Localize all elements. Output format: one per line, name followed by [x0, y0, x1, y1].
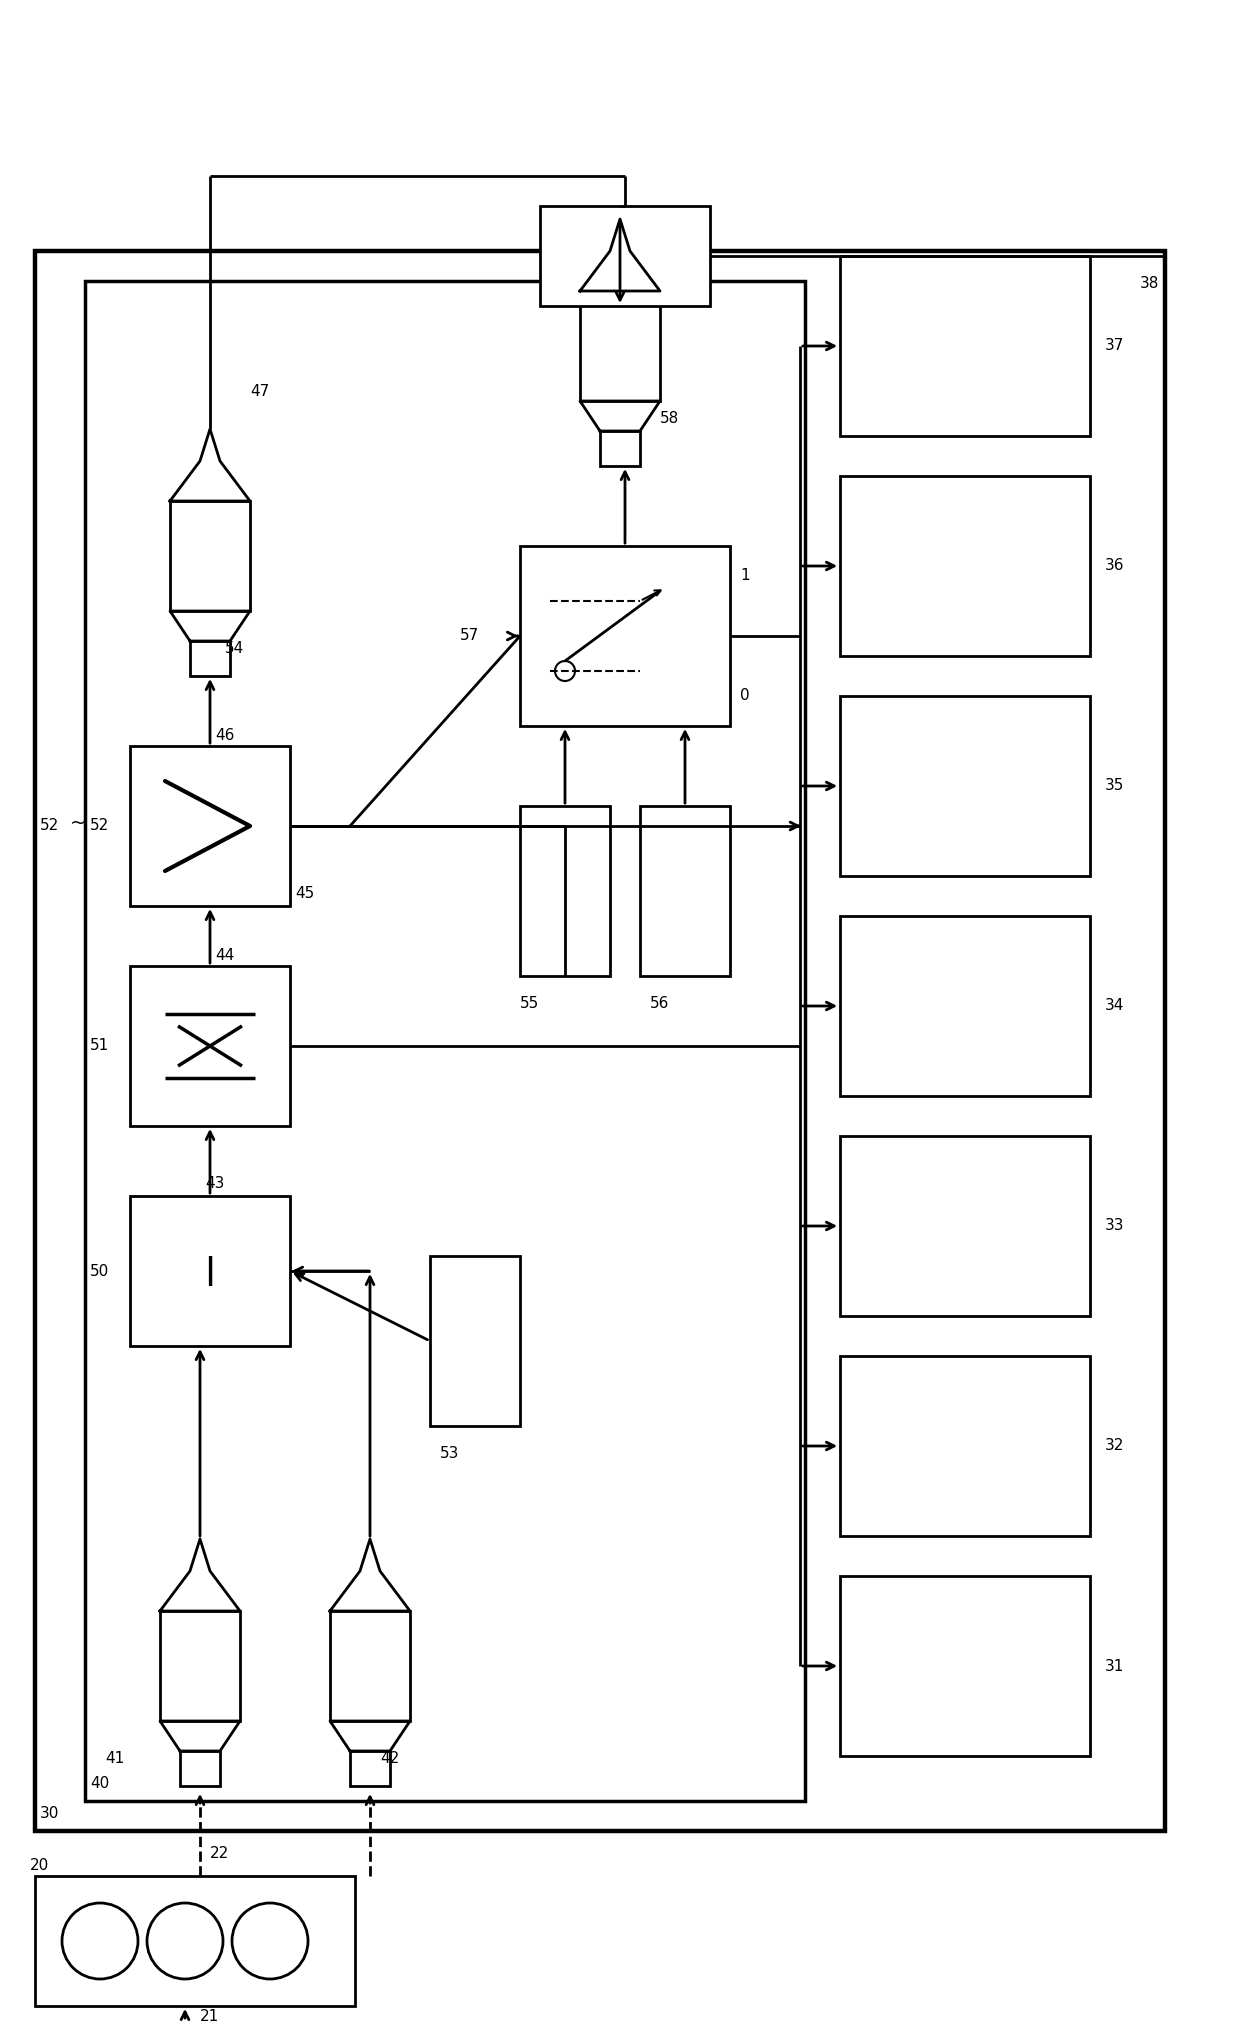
FancyBboxPatch shape	[839, 1355, 1090, 1536]
Text: |: |	[205, 1256, 216, 1287]
Polygon shape	[170, 430, 250, 500]
FancyBboxPatch shape	[580, 292, 660, 401]
FancyBboxPatch shape	[35, 1876, 355, 2006]
FancyBboxPatch shape	[800, 276, 1130, 1795]
Text: 52: 52	[40, 819, 60, 833]
Text: 53: 53	[440, 1447, 459, 1461]
FancyBboxPatch shape	[520, 806, 610, 977]
FancyBboxPatch shape	[839, 255, 1090, 436]
FancyBboxPatch shape	[839, 1137, 1090, 1317]
Text: 57: 57	[460, 628, 479, 644]
FancyBboxPatch shape	[839, 1576, 1090, 1757]
Polygon shape	[330, 1540, 410, 1611]
Text: 34: 34	[1105, 999, 1125, 1013]
Text: 33: 33	[1105, 1218, 1125, 1234]
Polygon shape	[580, 401, 660, 432]
FancyBboxPatch shape	[839, 916, 1090, 1096]
Text: 31: 31	[1105, 1659, 1125, 1673]
FancyBboxPatch shape	[180, 1750, 219, 1787]
Text: 55: 55	[520, 997, 539, 1011]
Text: 1: 1	[740, 569, 750, 583]
FancyBboxPatch shape	[130, 1195, 290, 1345]
Text: 40: 40	[91, 1777, 109, 1791]
FancyBboxPatch shape	[600, 432, 640, 466]
FancyBboxPatch shape	[839, 476, 1090, 656]
FancyBboxPatch shape	[160, 1611, 241, 1720]
Text: ~: ~	[69, 814, 87, 833]
FancyBboxPatch shape	[640, 806, 730, 977]
FancyBboxPatch shape	[839, 697, 1090, 875]
Text: 21: 21	[200, 2010, 219, 2024]
Text: 51: 51	[91, 1039, 109, 1054]
FancyBboxPatch shape	[539, 207, 711, 306]
Text: 36: 36	[1105, 559, 1125, 573]
Text: 45: 45	[295, 885, 314, 902]
Polygon shape	[160, 1720, 241, 1750]
FancyBboxPatch shape	[86, 282, 805, 1801]
Text: 56: 56	[650, 997, 670, 1011]
FancyBboxPatch shape	[130, 746, 290, 906]
Text: 54: 54	[224, 640, 244, 656]
Text: 0: 0	[740, 689, 750, 703]
FancyBboxPatch shape	[350, 1750, 391, 1787]
Text: 50: 50	[91, 1264, 109, 1278]
Text: 47: 47	[250, 385, 269, 399]
Text: 32: 32	[1105, 1438, 1125, 1453]
FancyBboxPatch shape	[330, 1611, 410, 1720]
Text: 35: 35	[1105, 778, 1125, 794]
Polygon shape	[580, 219, 660, 292]
Text: 46: 46	[215, 727, 234, 744]
Text: 38: 38	[1140, 276, 1159, 292]
Polygon shape	[160, 1540, 241, 1611]
Text: 42: 42	[379, 1750, 399, 1767]
FancyBboxPatch shape	[130, 966, 290, 1126]
Polygon shape	[330, 1720, 410, 1750]
FancyBboxPatch shape	[170, 500, 250, 612]
FancyBboxPatch shape	[520, 545, 730, 725]
Polygon shape	[170, 612, 250, 640]
Text: 41: 41	[105, 1750, 124, 1767]
FancyBboxPatch shape	[35, 251, 1166, 1832]
Text: 30: 30	[40, 1805, 60, 1821]
Text: 20: 20	[30, 1858, 50, 1872]
FancyBboxPatch shape	[430, 1256, 520, 1426]
FancyBboxPatch shape	[190, 640, 229, 677]
Text: 37: 37	[1105, 338, 1125, 353]
Text: 58: 58	[660, 411, 680, 425]
Text: 22: 22	[210, 1846, 229, 1862]
Text: 43: 43	[205, 1175, 224, 1191]
Text: 52: 52	[91, 819, 109, 833]
Text: 44: 44	[215, 948, 234, 962]
